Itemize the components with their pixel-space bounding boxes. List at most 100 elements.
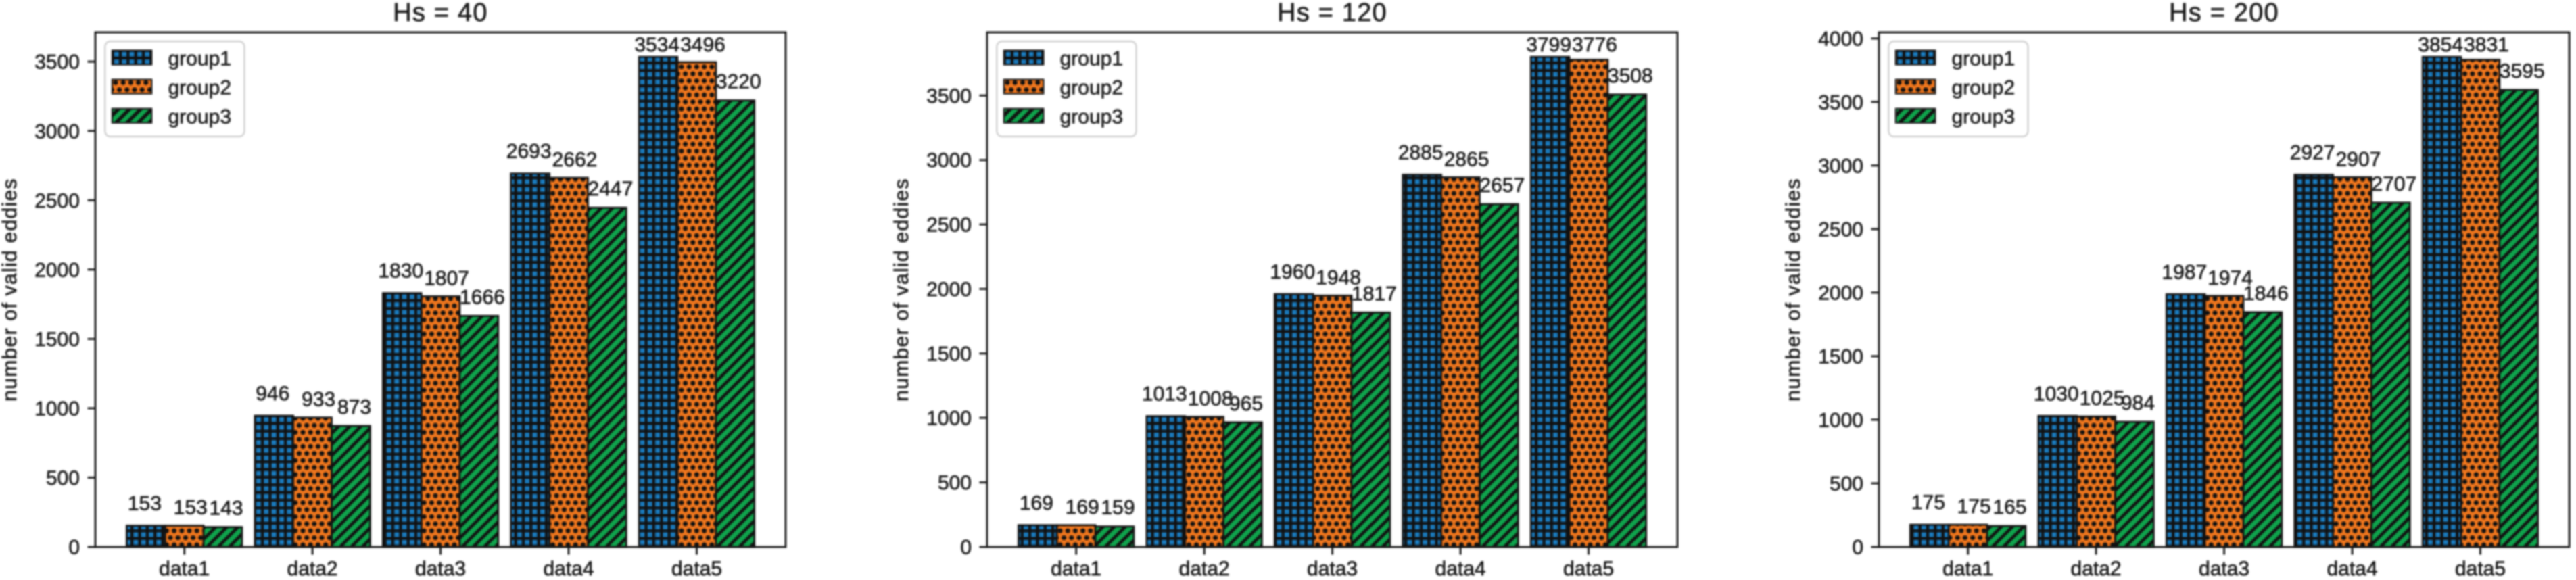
svg-text:3000: 3000 (34, 120, 80, 143)
svg-text:2662: 2662 (552, 149, 598, 171)
svg-text:3500: 3500 (1818, 91, 1863, 114)
svg-text:group2: group2 (1060, 77, 1123, 99)
svg-text:number of valid eddies: number of valid eddies (1782, 178, 1805, 401)
svg-text:500: 500 (46, 467, 80, 489)
svg-text:1666: 1666 (460, 286, 505, 308)
svg-text:3500: 3500 (926, 85, 972, 107)
svg-text:group3: group3 (1952, 106, 2015, 128)
svg-text:1025: 1025 (2080, 387, 2125, 410)
svg-text:data5: data5 (671, 558, 722, 580)
svg-text:1500: 1500 (926, 343, 972, 365)
svg-text:2447: 2447 (588, 178, 634, 200)
svg-text:1500: 1500 (1818, 345, 1863, 368)
svg-text:data1: data1 (1051, 558, 1101, 580)
svg-text:2000: 2000 (34, 259, 80, 281)
svg-text:data3: data3 (1307, 558, 1358, 580)
svg-text:3854: 3854 (2418, 34, 2463, 56)
svg-text:data2: data2 (2071, 558, 2122, 580)
svg-text:data2: data2 (1179, 558, 1230, 580)
svg-text:2500: 2500 (1818, 218, 1863, 241)
svg-text:1000: 1000 (926, 408, 972, 430)
svg-text:data5: data5 (1563, 558, 1614, 580)
svg-text:group3: group3 (168, 106, 231, 128)
svg-text:group2: group2 (1952, 77, 2015, 99)
svg-text:143: 143 (209, 498, 243, 520)
svg-text:group1: group1 (168, 48, 231, 70)
svg-text:3500: 3500 (34, 51, 80, 74)
svg-text:169: 169 (1066, 496, 1099, 518)
svg-text:data4: data4 (543, 558, 594, 580)
svg-text:Hs = 40: Hs = 40 (393, 0, 487, 27)
svg-text:3799: 3799 (1526, 34, 1571, 56)
svg-text:1008: 1008 (1188, 388, 1233, 410)
svg-text:175: 175 (1957, 496, 1991, 518)
svg-text:data1: data1 (1942, 558, 1993, 580)
svg-text:2885: 2885 (1398, 142, 1444, 164)
svg-text:3776: 3776 (1572, 34, 1617, 56)
svg-text:3496: 3496 (680, 34, 725, 56)
svg-text:3000: 3000 (1818, 155, 1863, 177)
svg-text:3595: 3595 (2500, 60, 2545, 82)
svg-text:153: 153 (128, 493, 162, 515)
svg-text:2907: 2907 (2336, 148, 2381, 170)
svg-text:2865: 2865 (1444, 148, 1489, 170)
svg-text:data4: data4 (2327, 558, 2377, 580)
svg-text:number of valid eddies: number of valid eddies (890, 178, 913, 401)
svg-text:965: 965 (1229, 393, 1263, 415)
svg-text:165: 165 (1993, 496, 2026, 518)
svg-text:0: 0 (68, 537, 80, 559)
svg-text:946: 946 (256, 383, 289, 405)
svg-text:153: 153 (174, 497, 208, 519)
svg-text:Hs = 120: Hs = 120 (1277, 0, 1387, 27)
svg-text:1960: 1960 (1270, 261, 1315, 283)
svg-text:group3: group3 (1060, 106, 1123, 128)
svg-text:984: 984 (2121, 392, 2155, 414)
svg-text:3220: 3220 (716, 71, 761, 93)
svg-text:1500: 1500 (34, 329, 80, 351)
svg-text:2500: 2500 (926, 214, 972, 237)
svg-text:0: 0 (960, 537, 972, 559)
svg-text:1013: 1013 (1142, 383, 1187, 406)
svg-text:1000: 1000 (34, 397, 80, 420)
svg-text:group1: group1 (1952, 48, 2015, 70)
svg-text:2000: 2000 (926, 279, 972, 301)
svg-text:data3: data3 (415, 558, 466, 580)
svg-text:4000: 4000 (1818, 28, 1863, 50)
svg-text:Hs = 200: Hs = 200 (2169, 0, 2279, 27)
svg-text:933: 933 (302, 389, 335, 411)
svg-text:data3: data3 (2199, 558, 2249, 580)
svg-text:2657: 2657 (1480, 174, 1525, 197)
svg-text:1030: 1030 (2034, 383, 2079, 405)
svg-text:500: 500 (1830, 473, 1863, 496)
svg-text:500: 500 (938, 472, 972, 494)
svg-text:data2: data2 (287, 558, 338, 580)
svg-text:169: 169 (1020, 492, 1053, 514)
svg-text:2693: 2693 (506, 141, 552, 163)
svg-text:data4: data4 (1435, 558, 1486, 580)
svg-text:group1: group1 (1060, 48, 1123, 70)
svg-text:873: 873 (337, 396, 371, 418)
svg-text:2500: 2500 (34, 190, 80, 212)
svg-text:2000: 2000 (1818, 282, 1863, 304)
svg-text:3000: 3000 (926, 149, 972, 172)
svg-text:1817: 1817 (1352, 283, 1397, 305)
svg-text:1974: 1974 (2208, 267, 2253, 289)
svg-text:1000: 1000 (1818, 409, 1863, 431)
svg-text:1807: 1807 (424, 267, 469, 289)
svg-text:data1: data1 (159, 558, 210, 580)
svg-text:data5: data5 (2455, 558, 2506, 580)
svg-text:2707: 2707 (2372, 173, 2417, 195)
svg-text:3508: 3508 (1608, 65, 1653, 87)
svg-text:number of valid eddies: number of valid eddies (0, 178, 21, 401)
svg-text:3831: 3831 (2464, 34, 2509, 56)
svg-text:1948: 1948 (1316, 266, 1361, 289)
svg-text:1846: 1846 (2243, 283, 2289, 305)
svg-text:1830: 1830 (378, 260, 423, 283)
svg-text:2927: 2927 (2290, 142, 2335, 164)
svg-text:0: 0 (1852, 537, 1863, 559)
svg-text:175: 175 (1911, 491, 1945, 514)
svg-text:group2: group2 (168, 77, 231, 99)
svg-text:1987: 1987 (2162, 261, 2207, 283)
svg-text:159: 159 (1101, 497, 1135, 519)
svg-text:3534: 3534 (634, 34, 679, 56)
